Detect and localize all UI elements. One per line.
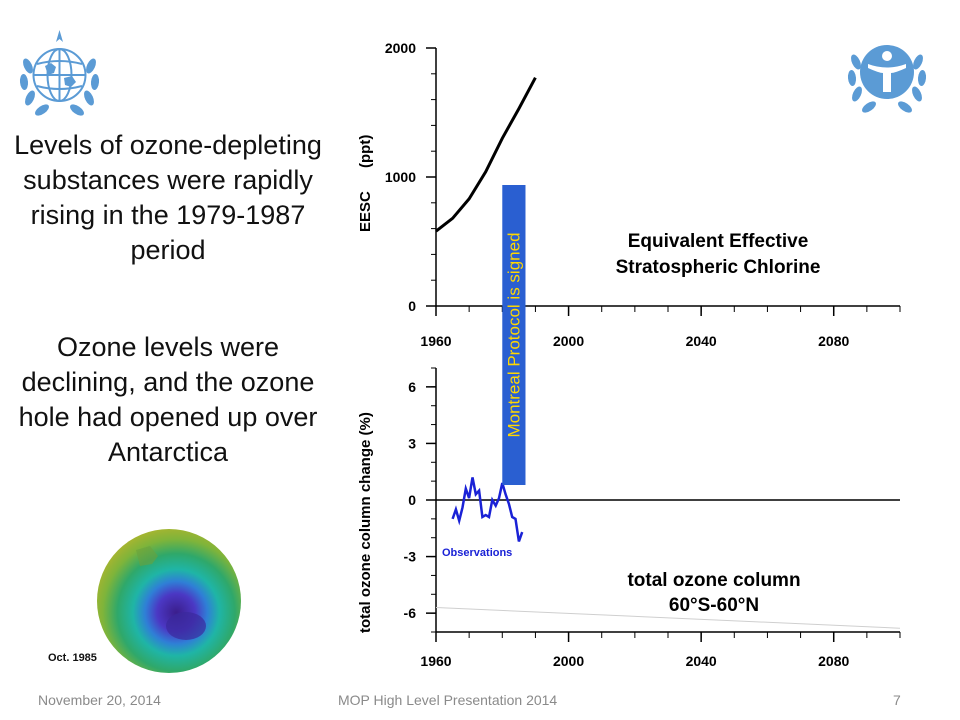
eesc-y-tick-label: 2000 (385, 40, 416, 56)
ozone-y-tick-label: 6 (408, 379, 416, 395)
ozone-statement: Ozone levels were declining, and the ozo… (18, 332, 318, 467)
footer-title: MOP High Level Presentation 2014 (338, 692, 558, 708)
ozone-minor-ticks (431, 367, 901, 638)
eesc-chart-title-line-2: Stratospheric Chlorine (616, 257, 821, 278)
slide-headline: Levels of ozone-depleting substances wer… (14, 130, 322, 265)
observations-label: Observations (442, 547, 512, 559)
eesc-x-tick-label: 2040 (686, 333, 717, 349)
eesc-x-tick-label: 2000 (553, 333, 584, 349)
eesc-y-axis-unit: (ppt) (357, 135, 374, 168)
ozone-column-chart: 6 3 0 -3 -6 1960 2000 2040 2080 Observations to… (357, 367, 901, 669)
eesc-x-ticks: 1960 2000 2040 2080 (420, 306, 849, 349)
eesc-y-tick-label: 1000 (385, 169, 416, 185)
ozone-x-ticks: 1960 2000 2040 2080 (420, 632, 849, 669)
montreal-protocol-box (502, 185, 526, 485)
charts-area: 0 1000 2000 1960 2000 2040 2080 EESC (ppt) Eq… (357, 40, 901, 669)
eesc-y-ticks: 0 1000 2000 (385, 40, 436, 314)
eesc-chart-title-line-1: Equivalent Effective (628, 231, 809, 252)
ozone-y-tick-label: -6 (404, 605, 417, 621)
montreal-protocol-label: Montreal Protocol is signed (504, 232, 523, 437)
ozone-y-ticks: 6 3 0 -3 -6 (404, 379, 436, 621)
page-number: 7 (893, 692, 901, 708)
ozone-chart-title: total ozone column (627, 570, 800, 591)
eesc-y-tick-label: 0 (408, 298, 416, 314)
eesc-series-line (435, 76, 537, 233)
ozone-x-tick-label: 2080 (818, 653, 849, 669)
eesc-x-tick-label: 1960 (420, 333, 451, 349)
image-caption: Oct. 1985 (48, 652, 97, 664)
ozone-y-axis-label: total ozone column change (%) (357, 412, 374, 633)
ozone-y-tick-label: 3 (408, 435, 416, 451)
ozone-faint-line (435, 606, 901, 629)
ozone-x-tick-label: 2000 (553, 653, 584, 669)
eesc-y-axis-label: EESC (357, 191, 374, 232)
footer-date: November 20, 2014 (38, 692, 161, 708)
ozone-y-tick-label: 0 (408, 492, 416, 508)
ozone-x-tick-label: 1960 (420, 653, 451, 669)
eesc-chart: 0 1000 2000 1960 2000 2040 2080 EESC (ppt) Eq… (357, 40, 901, 349)
wmo-emblem-icon (19, 30, 100, 116)
eesc-x-tick-label: 2080 (818, 333, 849, 349)
unep-emblem-icon (847, 45, 927, 113)
observations-series-line (451, 477, 524, 542)
ozone-x-tick-label: 2040 (686, 653, 717, 669)
montreal-protocol-annotation: Montreal Protocol is signed (502, 185, 526, 485)
ozone-hole-image (97, 529, 241, 673)
ozone-chart-subtitle: 60°S-60°N (669, 595, 759, 616)
ozone-y-tick-label: -3 (404, 549, 417, 565)
